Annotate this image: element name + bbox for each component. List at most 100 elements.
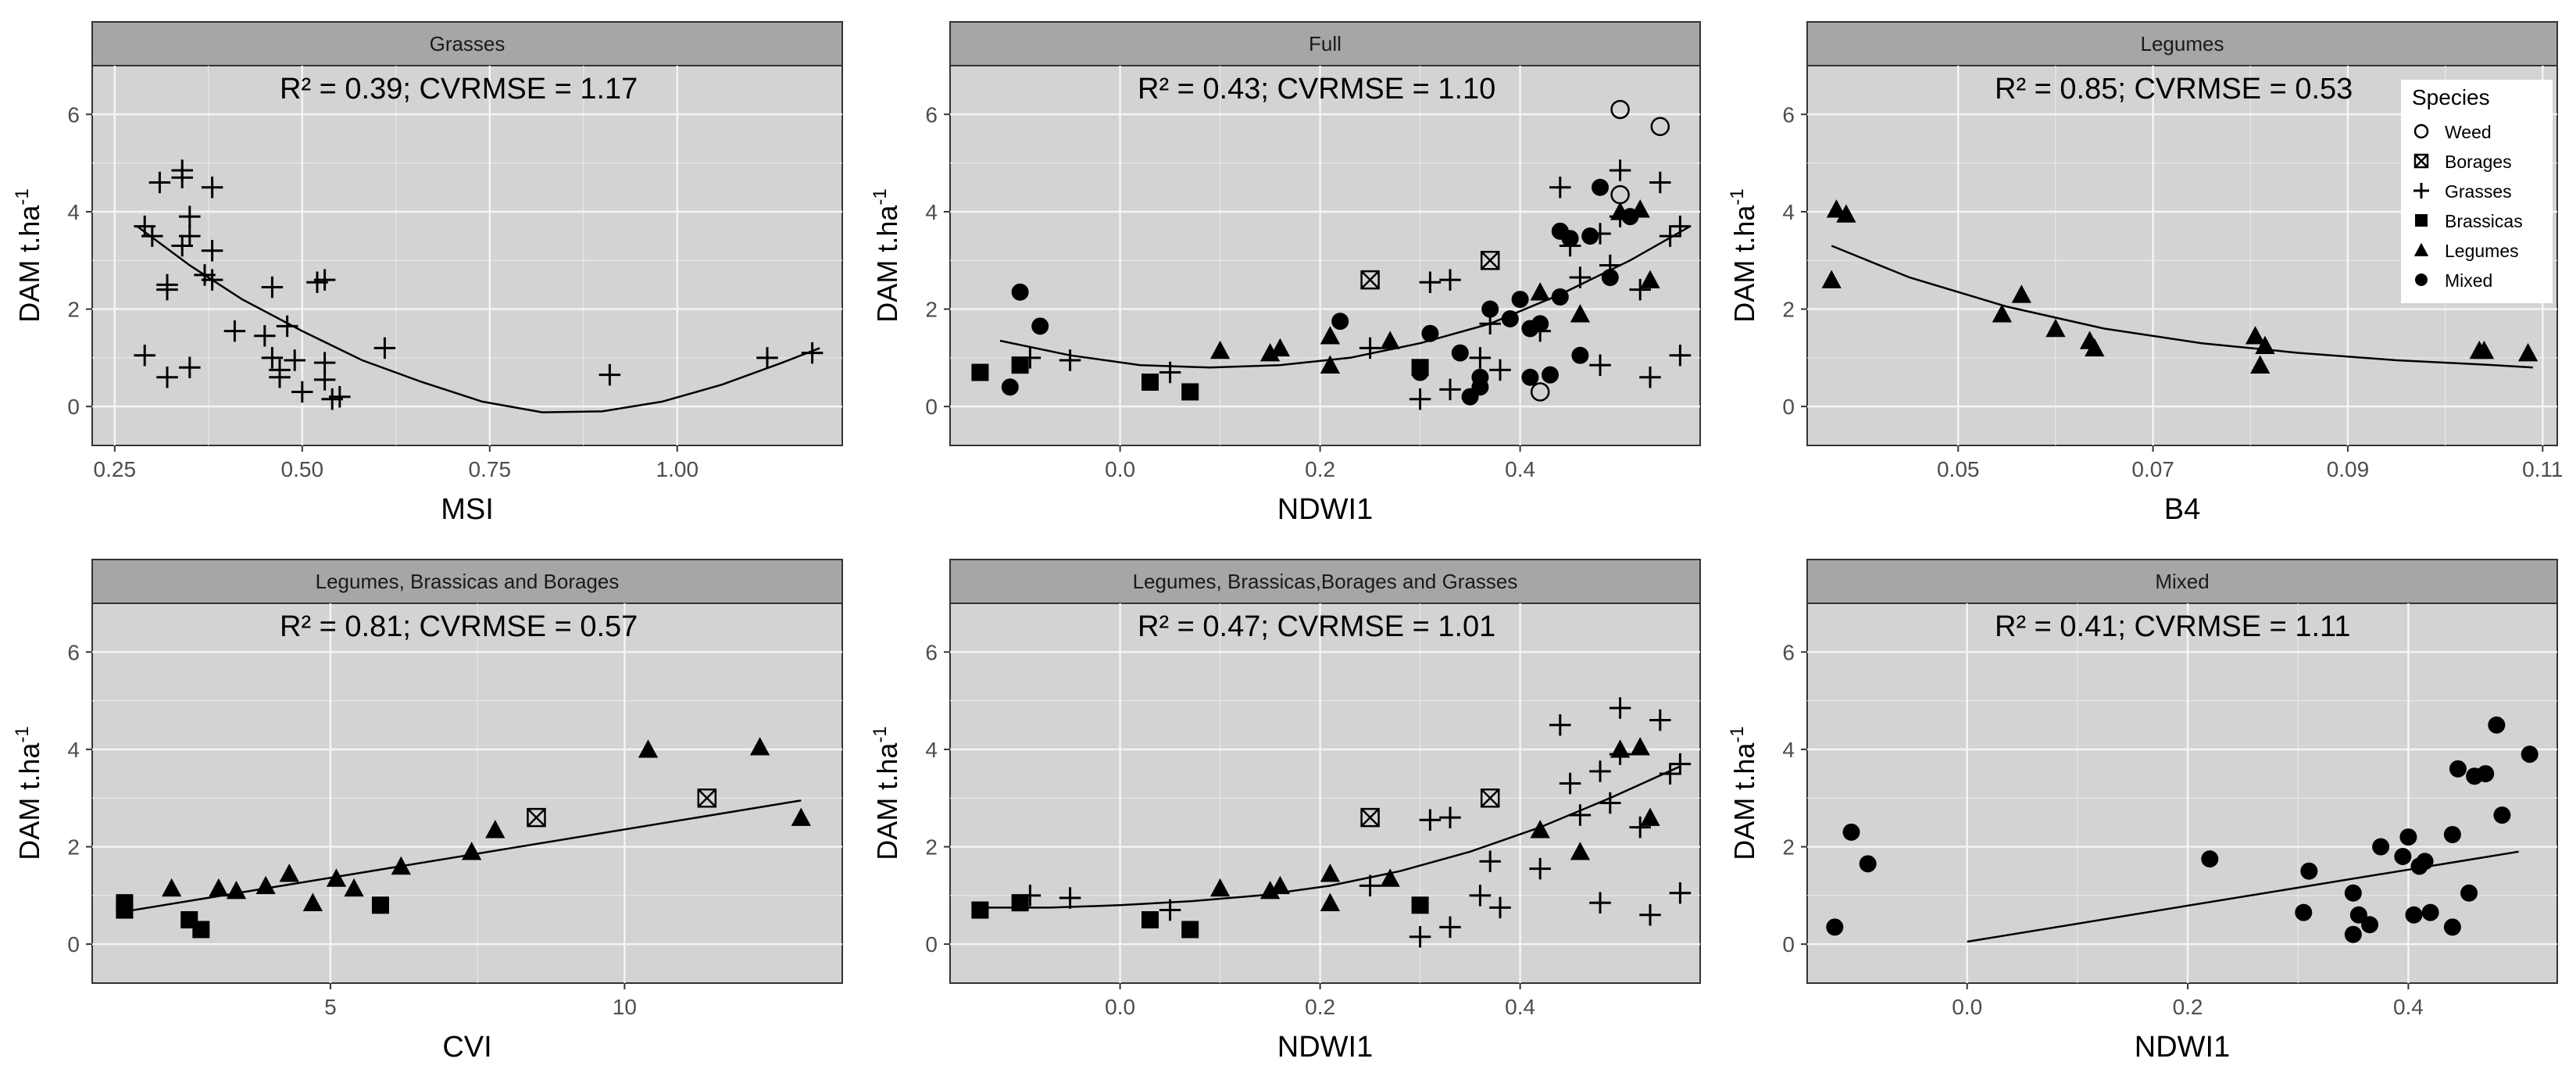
data-point-grasses [1649,171,1671,194]
data-point-mixed [2521,746,2538,764]
facet-strip [1806,559,2558,604]
legend-label-legumes: Legumes [2445,241,2519,261]
fit-curve [980,765,1681,909]
x-tick-label: 0.75 [469,457,512,481]
data-point-mixed [1451,344,1469,362]
data-point-grasses [201,240,223,262]
data-point-grasses [1609,159,1631,181]
data-point-grasses [1609,206,1631,227]
panel-2: Full 0 2 4 6 0.0 0.2 0.4 R² = 0.43; CVRMSE = 1.1… [870,21,1701,526]
data-point-grasses [179,206,201,227]
facet-title: Legumes, Brassicas,Borages and Grasses [1133,570,1518,593]
data-point-legumes [1821,270,1842,288]
data-point-grasses [756,347,778,369]
data-point-mixed [1031,317,1049,335]
data-point-mixed [1481,300,1499,318]
y-axis-label: DAM t.ha-1 [12,188,45,322]
data-point-grasses [1609,743,1631,765]
panel-5: Legumes, Brassicas,Borages and Grasses 0 2… [870,559,1701,1064]
x-tick-label: 0.11 [2522,457,2563,481]
data-point-grasses [1419,271,1442,294]
data-point-grasses [1629,816,1651,839]
data-point-grasses [1409,926,1431,948]
data-point-legumes [1530,282,1550,301]
facet-title: Mixed [2155,570,2209,593]
y-tick-label: 6 [67,640,80,664]
data-point-grasses [1629,278,1651,301]
fit-curve [999,225,1691,369]
data-point-brassicas [1142,911,1159,928]
data-point-legumes [2474,340,2495,359]
data-point-grasses [141,225,163,247]
y-axis-label-main: DAM t.ha [1728,205,1760,323]
data-point-mixed [2394,848,2412,865]
y-tick-label: 6 [925,640,938,664]
data-point-grasses [1419,809,1442,831]
data-point-grasses [1489,359,1511,381]
data-point-borages [1360,270,1380,290]
data-point-weed [1530,382,1550,402]
fit-curve [136,225,820,413]
panel-4: Legumes, Brassicas and Borages 0 2 4 6 5 10 R² … [12,559,843,1064]
data-point-mixed [1411,363,1429,381]
data-point-legumes [2517,342,2538,362]
data-point-mixed [2405,906,2423,924]
y-axis-label-superscript: -1 [870,188,891,205]
stat-annotation: R² = 0.43; CVRMSE = 1.10 [1138,73,1495,105]
data-point-mixed [2488,716,2506,734]
data-point-grasses [284,349,305,371]
x-axis-label: NDWI1 [1277,493,1373,526]
data-point-borages [1480,250,1500,270]
x-tick-label: 10 [613,995,637,1019]
data-point-legumes [791,807,811,826]
x-tick-label: 0.05 [1937,457,1980,481]
data-point-grasses [1469,347,1492,369]
data-point-grasses [201,177,223,198]
x-tick-label: 0.07 [2131,457,2174,481]
data-point-mixed [2477,765,2495,783]
data-point-mixed [2399,828,2417,846]
data-point-grasses [1019,347,1041,369]
y-axis-label-superscript: -1 [1727,726,1748,742]
data-point-brassicas [116,894,134,912]
data-point-mixed [2493,806,2511,824]
y-axis-label-main: DAM t.ha [871,205,903,323]
data-point-brassicas [971,901,989,919]
data-point-mixed [1331,313,1349,331]
data-point-grasses [1599,254,1621,277]
data-point-grasses [156,274,178,296]
y-tick-label: 2 [1782,298,1795,322]
data-point-legumes [2085,338,2105,357]
data-point-brassicas [1142,374,1159,391]
data-point-mixed [1842,823,1860,841]
y-tick-label: 0 [1782,932,1795,957]
data-point-mixed [1581,227,1599,245]
data-points [1826,716,2538,943]
data-point-mixed [2300,862,2318,880]
data-point-grasses [1589,892,1611,914]
data-point-legumes [1270,875,1291,895]
plot-background [949,603,1701,984]
data-point-grasses [1359,337,1381,359]
data-point-grasses [1649,709,1671,731]
data-point-mixed [1592,178,1609,196]
y-tick-label: 2 [925,835,938,860]
x-axis-label: NDWI1 [1277,1031,1373,1064]
data-point-mixed [2443,918,2461,936]
panel-6: Mixed 0 2 4 6 0.0 0.2 0.4 R² = 0.41; CVRMSE = 1.… [1727,559,2558,1064]
data-point-grasses [329,385,351,408]
legend-label-mixed: Mixed [2445,270,2492,291]
data-point-legumes [1630,737,1650,756]
plot-background [949,65,1701,446]
data-point-grasses [1609,697,1631,719]
data-point-mixed [1011,283,1029,301]
y-axis-label-main: DAM t.ha [871,742,903,860]
y-axis-label-superscript: -1 [12,726,33,742]
data-point-grasses [1569,804,1592,826]
data-point-grasses [254,325,276,347]
legend-key-grasses [2413,183,2429,198]
data-point-grasses [261,347,284,369]
data-point-brassicas [192,921,210,939]
data-point-legumes [279,864,299,882]
data-point-grasses [223,320,246,342]
